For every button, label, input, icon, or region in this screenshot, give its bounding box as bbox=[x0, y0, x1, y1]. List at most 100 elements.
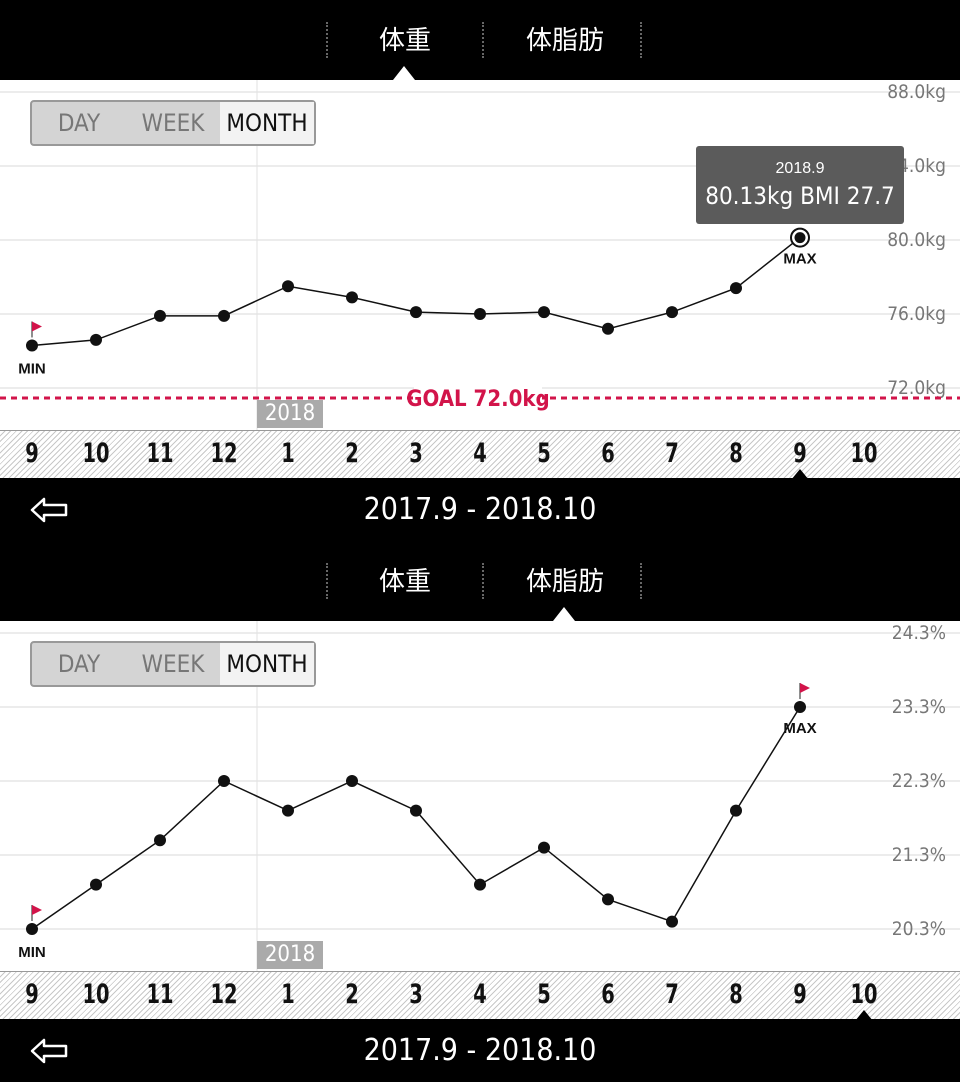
selected-month-indicator bbox=[791, 469, 809, 480]
footer-bar: 2017.9 - 2018.10 bbox=[0, 478, 960, 541]
data-point bbox=[730, 804, 742, 817]
month-axis: 9 10 11 12 1 2 3 4 5 6 7 8 9 10 bbox=[0, 430, 960, 480]
month-label[interactable]: 6 bbox=[601, 438, 615, 469]
y-axis-label: 76.0kg bbox=[887, 303, 946, 325]
tooltip-date: 2018.9 bbox=[775, 160, 825, 177]
data-point bbox=[346, 291, 358, 304]
month-label[interactable]: 3 bbox=[409, 979, 423, 1010]
data-point bbox=[282, 804, 294, 817]
active-tab-indicator bbox=[393, 66, 415, 80]
tab-separator bbox=[326, 22, 328, 58]
y-axis-label: 20.3% bbox=[892, 918, 946, 940]
month-label[interactable]: 2 bbox=[345, 979, 359, 1010]
data-point bbox=[538, 306, 550, 319]
max-label: MAX bbox=[783, 720, 816, 737]
date-range: 2017.9 - 2018.10 bbox=[363, 492, 597, 527]
month-label[interactable]: 2 bbox=[345, 438, 359, 469]
goal-label-bg bbox=[414, 384, 542, 412]
range-day-button[interactable]: DAY bbox=[57, 109, 101, 137]
month-label[interactable]: 9 bbox=[25, 979, 39, 1010]
data-point bbox=[410, 306, 422, 319]
month-label[interactable]: 6 bbox=[601, 979, 615, 1010]
y-axis-label: 24.3% bbox=[892, 622, 946, 644]
range-week-button[interactable]: WEEK bbox=[141, 650, 205, 678]
year-label: 2018 bbox=[257, 941, 323, 969]
back-arrow-icon[interactable] bbox=[30, 496, 70, 524]
month-label[interactable]: 9 bbox=[25, 438, 39, 469]
min-label: MIN bbox=[18, 944, 46, 961]
data-point bbox=[410, 804, 422, 817]
month-label[interactable]: 10 bbox=[82, 438, 110, 469]
month-label[interactable]: 9 bbox=[793, 438, 807, 469]
range-week-button[interactable]: WEEK bbox=[141, 109, 205, 137]
tab-weight[interactable]: 体重 bbox=[378, 566, 431, 596]
month-label[interactable]: 11 bbox=[146, 979, 174, 1010]
weight-chart: 88.0kg 84.0kg 80.0kg 76.0kg 72.0kg GOAL 72.0k… bbox=[0, 80, 960, 430]
range-day-button[interactable]: DAY bbox=[57, 650, 101, 678]
tab-separator bbox=[482, 563, 484, 599]
y-axis-label: 88.0kg bbox=[887, 81, 946, 103]
data-point bbox=[794, 701, 806, 713]
min-flag-icon bbox=[31, 321, 42, 338]
data-point bbox=[218, 775, 230, 787]
tab-weight[interactable]: 体重 bbox=[378, 25, 431, 55]
weight-panel: 体重 体脂肪 88.0kg 84.0kg 80.0kg 76.0kg 72.0kg GOA… bbox=[0, 0, 960, 541]
body-fat-chart: 24.3% 23.3% 22.3% 21.3% 20.3% MIN MAX DAY WEEK… bbox=[0, 621, 960, 971]
series-line bbox=[31, 237, 801, 347]
month-label[interactable]: 12 bbox=[210, 438, 238, 469]
month-label[interactable]: 7 bbox=[665, 438, 679, 469]
tab-body-fat[interactable]: 体脂肪 bbox=[525, 566, 604, 596]
month-label[interactable]: 10 bbox=[850, 438, 878, 469]
month-label[interactable]: 4 bbox=[473, 438, 487, 469]
data-point bbox=[474, 878, 486, 891]
min-flag-icon bbox=[31, 905, 42, 921]
month-label[interactable]: 3 bbox=[409, 438, 423, 469]
month-label[interactable]: 11 bbox=[146, 438, 174, 469]
data-point bbox=[794, 232, 806, 244]
data-point bbox=[730, 282, 742, 295]
body-fat-line-chart: 24.3% 23.3% 22.3% 21.3% 20.3% MIN MAX bbox=[0, 621, 960, 971]
month-label[interactable]: 4 bbox=[473, 979, 487, 1010]
y-axis-label: 22.3% bbox=[892, 770, 946, 792]
range-selector: DAY WEEK MONTH bbox=[30, 641, 316, 687]
tab-bar: 体重 体脂肪 bbox=[0, 0, 960, 80]
tab-bar: 体重 体脂肪 bbox=[0, 541, 960, 621]
data-point bbox=[346, 775, 358, 787]
month-label[interactable]: 8 bbox=[729, 979, 743, 1010]
tab-body-fat[interactable]: 体脂肪 bbox=[525, 25, 604, 55]
month-label[interactable]: 5 bbox=[537, 979, 551, 1010]
month-label[interactable]: 1 bbox=[281, 438, 295, 469]
data-point bbox=[602, 893, 614, 906]
back-arrow-icon[interactable] bbox=[30, 1037, 70, 1065]
max-flag-icon bbox=[799, 683, 810, 699]
data-point bbox=[666, 915, 678, 928]
data-point bbox=[90, 878, 102, 891]
range-selector: DAY WEEK MONTH bbox=[30, 100, 316, 146]
range-month-button[interactable]: MONTH bbox=[220, 102, 314, 144]
month-axis: 9 10 11 12 1 2 3 4 5 6 7 8 9 10 bbox=[0, 971, 960, 1021]
y-axis-label: 21.3% bbox=[892, 844, 946, 866]
footer-bar: 2017.9 - 2018.10 bbox=[0, 1019, 960, 1082]
month-label[interactable]: 8 bbox=[729, 438, 743, 469]
month-label[interactable]: 12 bbox=[210, 979, 238, 1010]
tab-separator bbox=[640, 563, 642, 599]
month-label[interactable]: 5 bbox=[537, 438, 551, 469]
data-point bbox=[26, 923, 38, 935]
range-month-button[interactable]: MONTH bbox=[220, 643, 314, 685]
data-point bbox=[90, 333, 102, 346]
data-point bbox=[282, 280, 294, 293]
series-line bbox=[31, 706, 801, 930]
month-label[interactable]: 10 bbox=[850, 979, 878, 1010]
month-label[interactable]: 10 bbox=[82, 979, 110, 1010]
flag-cloth bbox=[32, 321, 42, 332]
data-point bbox=[474, 308, 486, 320]
active-tab-indicator bbox=[553, 607, 575, 621]
month-label[interactable]: 9 bbox=[793, 979, 807, 1010]
min-label: MIN bbox=[18, 360, 46, 377]
month-label[interactable]: 1 bbox=[281, 979, 295, 1010]
data-point bbox=[666, 306, 678, 319]
flag-cloth bbox=[800, 683, 810, 693]
month-label[interactable]: 7 bbox=[665, 979, 679, 1010]
data-point bbox=[154, 309, 166, 322]
